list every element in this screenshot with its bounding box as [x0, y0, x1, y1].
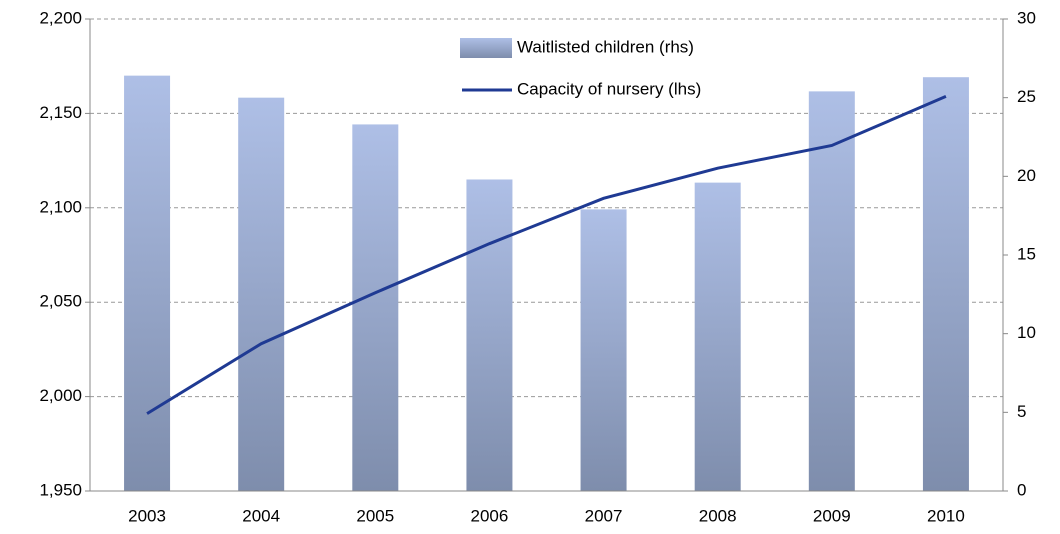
bar	[580, 209, 627, 491]
y2-tick-label: 10	[1017, 323, 1036, 342]
x-tick-label: 2006	[471, 506, 509, 525]
x-tick-label: 2008	[699, 506, 737, 525]
x-tick-label: 2010	[927, 506, 965, 525]
bar	[352, 124, 399, 491]
y-tick-label: 2,100	[39, 197, 82, 216]
bar	[922, 77, 969, 492]
line	[146, 95, 947, 415]
y2-tick-label: 15	[1017, 244, 1036, 263]
y-tick-label: 1,950	[39, 480, 82, 499]
bar	[808, 91, 855, 491]
bar	[238, 97, 285, 492]
bar	[694, 182, 741, 492]
x-tick-label: 2004	[242, 506, 280, 525]
x-tick-label: 2005	[356, 506, 394, 525]
y2-tick-label: 0	[1017, 480, 1026, 499]
y2-tick-label: 25	[1017, 87, 1036, 106]
legend-swatch	[460, 38, 512, 58]
y-tick-label: 2,050	[39, 292, 82, 311]
y-tick-label: 2,200	[39, 8, 82, 27]
legend-label: Capacity of nursery (lhs)	[517, 79, 701, 98]
bar	[124, 75, 171, 491]
y2-tick-label: 20	[1017, 166, 1036, 185]
x-tick-label: 2007	[585, 506, 623, 525]
bar	[466, 179, 513, 492]
x-tick-label: 2009	[813, 506, 851, 525]
x-tick-label: 2003	[128, 506, 166, 525]
legend-label: Waitlisted children (rhs)	[517, 37, 694, 56]
y2-tick-label: 30	[1017, 8, 1036, 27]
y-tick-label: 2,000	[39, 386, 82, 405]
y-tick-label: 2,150	[39, 103, 82, 122]
y2-tick-label: 5	[1017, 402, 1026, 421]
